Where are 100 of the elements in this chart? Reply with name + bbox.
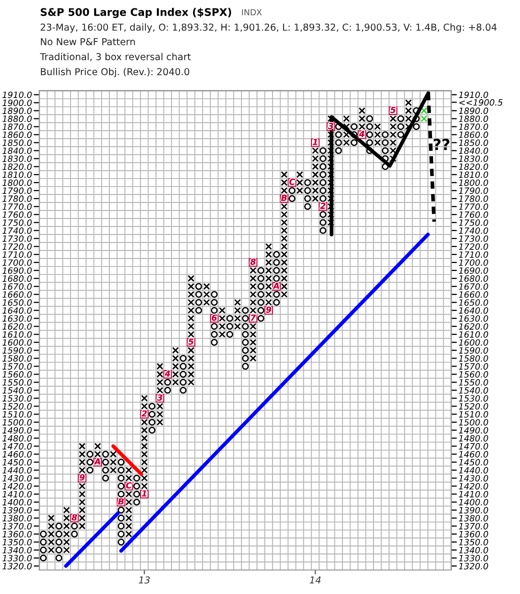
y2-tick-label: 1460.0	[458, 451, 488, 458]
y2-tick-label: <<1900.5	[459, 99, 503, 106]
y2-tick-label: 1720.0	[458, 243, 488, 250]
y2-tick-label: 1680.0	[458, 275, 488, 282]
y2-tick-label: 1640.0	[458, 307, 488, 314]
y-tick-label: 1900.0	[2, 100, 32, 106]
annotation: C	[126, 482, 132, 489]
y2-tick-label: 1590.0	[458, 347, 488, 354]
y-tick-label: 1740.0	[2, 227, 32, 234]
y2-tick-label: 1690.0	[458, 267, 488, 274]
y2-tick-label: 1650.0	[458, 299, 488, 306]
y-tick-label: 1840.0	[2, 147, 32, 154]
y2-tick-label: 1730.0	[458, 235, 488, 242]
y-tick-label: 1710.0	[2, 251, 32, 258]
y-tick-label: 1750.0	[2, 219, 32, 226]
y-tick-label: 1660.0	[2, 291, 32, 298]
y2-tick-label: 1820.0	[458, 163, 488, 170]
y2-tick-label: 1340.0	[458, 546, 488, 554]
annotation: 1	[312, 138, 318, 145]
y-tick-label: 1490.0	[2, 427, 32, 434]
y2-tick-label: 1670.0	[458, 283, 488, 290]
y2-tick-label: 1380.0	[458, 514, 488, 522]
y-tick-label: 1440.0	[2, 467, 32, 474]
annotation: ??	[434, 138, 450, 150]
y2-tick-label: 1740.0	[458, 227, 488, 234]
y-tick-label: 1800.0	[2, 179, 32, 186]
y-tick-label: 1410.0	[2, 490, 32, 498]
y-tick-label: 1500.0	[2, 419, 32, 426]
text: Traditional, 3 box reversal chart	[40, 52, 191, 62]
y2-tick-label: 1630.0	[458, 315, 488, 322]
chart-subtitle: 23-May, 16:00 ET, daily, O: 1,893.32, H: 1,901.26, L: 1,893.32, C: 1,900.53, V: 1.4B, Chg: +8.04	[40, 23, 497, 33]
y2-tick-label: 1500.0	[458, 419, 488, 426]
y-tick-label: 1380.0	[2, 514, 32, 522]
annotation: 5	[390, 106, 396, 114]
y-tick-label: 1450.0	[2, 459, 32, 466]
y2-tick-label: 1580.0	[458, 355, 488, 362]
y2-tick-label: 1830.0	[458, 155, 488, 162]
y-tick-label: 1350.0	[2, 538, 32, 546]
y2-tick-label: 1840.0	[458, 147, 488, 154]
y-tick-label: 1550.0	[2, 379, 32, 386]
y2-tick-label: 1390.0	[458, 506, 488, 514]
y2-tick-label: 1890.0	[458, 108, 488, 114]
y2-tick-label: 1360.0	[458, 530, 488, 538]
y2-tick-label: 1490.0	[458, 427, 488, 434]
y-tick-label: 1360.0	[2, 530, 32, 538]
y-tick-label: 1830.0	[2, 155, 32, 162]
y-tick-label: 1370.0	[2, 522, 32, 530]
y2-tick-label: 1410.0	[458, 490, 488, 498]
annotation: B	[281, 194, 287, 201]
y-tick-label: 1570.0	[2, 363, 32, 370]
annotation: 4	[359, 130, 364, 137]
y2-tick-label: 1770.0	[458, 203, 488, 210]
y2-tick-label: 1430.0	[458, 475, 488, 482]
y2-tick-label: 1420.0	[458, 483, 488, 490]
y2-tick-label: 1620.0	[458, 323, 488, 330]
annotation: 2	[142, 410, 147, 417]
text: Bullish Price Obj. (Rev.): 2040.0	[40, 68, 190, 78]
y-tick-label: 1530.0	[2, 395, 32, 402]
y2-tick-label: 1600.0	[458, 339, 488, 346]
y-tick-label: 1430.0	[2, 475, 32, 482]
annotation: 1	[142, 490, 146, 496]
y-tick-label: 1320.0	[2, 562, 32, 570]
y2-tick-label: 1860.0	[458, 132, 488, 138]
annotation: 7	[250, 314, 256, 321]
y2-tick-label: 1570.0	[458, 363, 488, 370]
y-tick-label: 1520.0	[2, 403, 32, 410]
y2-tick-label: 1560.0	[458, 371, 488, 378]
y2-tick-label: 1350.0	[458, 538, 488, 546]
y-tick-label: 1680.0	[2, 275, 32, 282]
y2-tick-label: 1790.0	[458, 187, 488, 194]
text: No New P&F Pattern	[40, 38, 135, 46]
y-tick-label: 1590.0	[2, 347, 32, 354]
y-tick-label: 1340.0	[2, 546, 32, 554]
y2-tick-label: 1700.0	[458, 259, 488, 266]
y2-tick-label: 1910.0	[458, 92, 488, 98]
y-tick-label: 1790.0	[2, 187, 32, 194]
y2-tick-label: 1850.0	[458, 140, 488, 146]
y-tick-label: 1850.0	[2, 140, 32, 146]
y-tick-label: 1880.0	[2, 116, 32, 122]
annotation: 2	[320, 202, 326, 209]
y2-tick-label: 1480.0	[458, 435, 488, 442]
annotation: 8	[250, 258, 256, 265]
y-tick-label: 1600.0	[2, 339, 32, 346]
y-tick-label: 1780.0	[2, 195, 32, 202]
y2-tick-label: 1330.0	[458, 554, 488, 562]
y-tick-label: 1640.0	[2, 307, 32, 314]
y2-tick-label: 1870.0	[458, 124, 488, 130]
y2-tick-label: 1800.0	[458, 179, 488, 186]
y2-tick-label: 1530.0	[458, 395, 488, 402]
y2-tick-label: 1370.0	[458, 522, 488, 530]
y-tick-label: 1470.0	[2, 443, 32, 450]
annotation: 4	[164, 370, 170, 377]
y2-tick-label: 1750.0	[458, 219, 488, 226]
y-tick-label: 1460.0	[2, 451, 32, 458]
y-tick-label: 1670.0	[2, 283, 32, 290]
chart-title: S&P 500 Large Cap Index ($SPX)	[40, 8, 232, 18]
y2-tick-label: 1610.0	[458, 331, 488, 338]
y-tick-label: 1420.0	[2, 483, 32, 490]
y2-tick-label: 1320.0	[458, 562, 488, 570]
y-tick-label: 1630.0	[2, 315, 32, 322]
